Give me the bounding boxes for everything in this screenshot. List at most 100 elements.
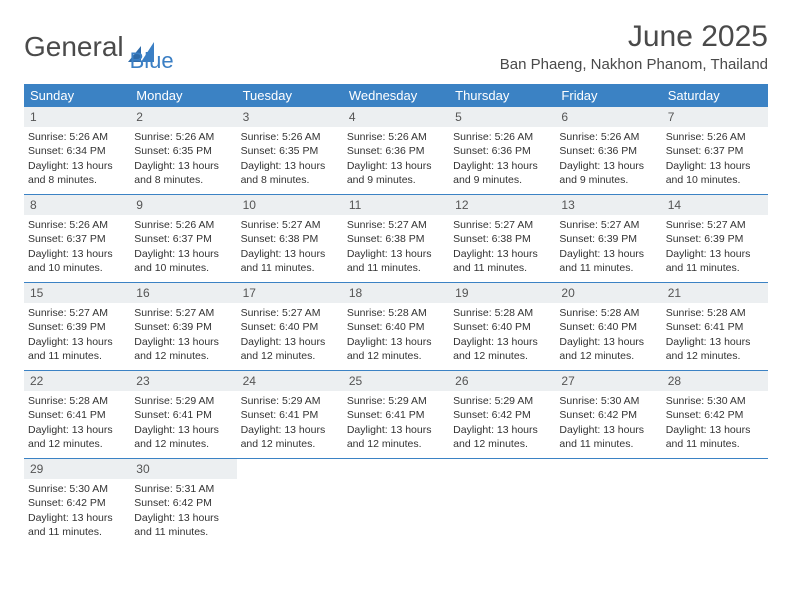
day-cell: 17Sunrise: 5:27 AMSunset: 6:40 PMDayligh…	[237, 283, 343, 370]
sunrise-text: Sunrise: 5:30 AM	[28, 482, 126, 496]
sunrise-text: Sunrise: 5:29 AM	[241, 394, 339, 408]
sunrise-text: Sunrise: 5:26 AM	[241, 130, 339, 144]
day-cell: 24Sunrise: 5:29 AMSunset: 6:41 PMDayligh…	[237, 371, 343, 458]
day-cell: .	[662, 459, 768, 547]
daylight-text: Daylight: 13 hours and 12 minutes.	[559, 335, 657, 363]
day-body: Sunrise: 5:31 AMSunset: 6:42 PMDaylight:…	[130, 479, 236, 545]
day-number: 1	[24, 107, 130, 127]
day-number: 20	[555, 283, 661, 303]
day-cell: 30Sunrise: 5:31 AMSunset: 6:42 PMDayligh…	[130, 459, 236, 547]
sunset-text: Sunset: 6:35 PM	[134, 144, 232, 158]
day-body: Sunrise: 5:26 AMSunset: 6:35 PMDaylight:…	[130, 127, 236, 193]
day-number: 17	[237, 283, 343, 303]
sunset-text: Sunset: 6:35 PM	[241, 144, 339, 158]
day-cell: .	[343, 459, 449, 547]
day-body: Sunrise: 5:27 AMSunset: 6:38 PMDaylight:…	[449, 215, 555, 281]
day-cell: 4Sunrise: 5:26 AMSunset: 6:36 PMDaylight…	[343, 107, 449, 194]
day-number: 28	[662, 371, 768, 391]
sunrise-text: Sunrise: 5:28 AM	[559, 306, 657, 320]
sunset-text: Sunset: 6:39 PM	[134, 320, 232, 334]
day-number: 29	[24, 459, 130, 479]
day-number: 26	[449, 371, 555, 391]
day-cell: 6Sunrise: 5:26 AMSunset: 6:36 PMDaylight…	[555, 107, 661, 194]
week-row: 22Sunrise: 5:28 AMSunset: 6:41 PMDayligh…	[24, 371, 768, 459]
logo-text-1: General	[24, 31, 124, 63]
sunrise-text: Sunrise: 5:27 AM	[241, 218, 339, 232]
logo-text-2: Blue	[130, 48, 174, 74]
sunrise-text: Sunrise: 5:28 AM	[347, 306, 445, 320]
daylight-text: Daylight: 13 hours and 12 minutes.	[134, 335, 232, 363]
day-number: 16	[130, 283, 236, 303]
daylight-text: Daylight: 13 hours and 11 minutes.	[28, 335, 126, 363]
weekday-fri: Friday	[555, 84, 661, 107]
day-number: 22	[24, 371, 130, 391]
daylight-text: Daylight: 13 hours and 11 minutes.	[134, 511, 232, 539]
sunset-text: Sunset: 6:42 PM	[559, 408, 657, 422]
day-number: 27	[555, 371, 661, 391]
day-cell: 11Sunrise: 5:27 AMSunset: 6:38 PMDayligh…	[343, 195, 449, 282]
day-cell: 15Sunrise: 5:27 AMSunset: 6:39 PMDayligh…	[24, 283, 130, 370]
weekday-sun: Sunday	[24, 84, 130, 107]
sunset-text: Sunset: 6:38 PM	[453, 232, 551, 246]
location: Ban Phaeng, Nakhon Phanom, Thailand	[500, 56, 768, 73]
day-cell: .	[237, 459, 343, 547]
day-cell: 18Sunrise: 5:28 AMSunset: 6:40 PMDayligh…	[343, 283, 449, 370]
day-cell: 5Sunrise: 5:26 AMSunset: 6:36 PMDaylight…	[449, 107, 555, 194]
daylight-text: Daylight: 13 hours and 12 minutes.	[453, 423, 551, 451]
sunset-text: Sunset: 6:42 PM	[666, 408, 764, 422]
sunrise-text: Sunrise: 5:27 AM	[28, 306, 126, 320]
sunrise-text: Sunrise: 5:27 AM	[347, 218, 445, 232]
sunset-text: Sunset: 6:37 PM	[28, 232, 126, 246]
sunset-text: Sunset: 6:39 PM	[666, 232, 764, 246]
sunrise-text: Sunrise: 5:29 AM	[134, 394, 232, 408]
day-cell: 14Sunrise: 5:27 AMSunset: 6:39 PMDayligh…	[662, 195, 768, 282]
sunset-text: Sunset: 6:34 PM	[28, 144, 126, 158]
day-number: 10	[237, 195, 343, 215]
week-row: 1Sunrise: 5:26 AMSunset: 6:34 PMDaylight…	[24, 107, 768, 195]
day-number: 30	[130, 459, 236, 479]
day-cell: 13Sunrise: 5:27 AMSunset: 6:39 PMDayligh…	[555, 195, 661, 282]
sunset-text: Sunset: 6:41 PM	[28, 408, 126, 422]
page-header: General Blue June 2025 Ban Phaeng, Nakho…	[24, 20, 768, 74]
day-cell: .	[555, 459, 661, 547]
day-number: 8	[24, 195, 130, 215]
sunrise-text: Sunrise: 5:26 AM	[559, 130, 657, 144]
day-number: 12	[449, 195, 555, 215]
sunset-text: Sunset: 6:38 PM	[347, 232, 445, 246]
sunset-text: Sunset: 6:36 PM	[453, 144, 551, 158]
day-body: Sunrise: 5:28 AMSunset: 6:41 PMDaylight:…	[24, 391, 130, 457]
day-cell: 22Sunrise: 5:28 AMSunset: 6:41 PMDayligh…	[24, 371, 130, 458]
day-cell: 28Sunrise: 5:30 AMSunset: 6:42 PMDayligh…	[662, 371, 768, 458]
day-cell: 2Sunrise: 5:26 AMSunset: 6:35 PMDaylight…	[130, 107, 236, 194]
day-cell: 26Sunrise: 5:29 AMSunset: 6:42 PMDayligh…	[449, 371, 555, 458]
sunset-text: Sunset: 6:42 PM	[453, 408, 551, 422]
day-number: 21	[662, 283, 768, 303]
sunrise-text: Sunrise: 5:27 AM	[241, 306, 339, 320]
day-body: Sunrise: 5:27 AMSunset: 6:39 PMDaylight:…	[662, 215, 768, 281]
daylight-text: Daylight: 13 hours and 11 minutes.	[347, 247, 445, 275]
daylight-text: Daylight: 13 hours and 11 minutes.	[559, 247, 657, 275]
day-body: Sunrise: 5:29 AMSunset: 6:41 PMDaylight:…	[343, 391, 449, 457]
weekday-thu: Thursday	[449, 84, 555, 107]
day-cell: 16Sunrise: 5:27 AMSunset: 6:39 PMDayligh…	[130, 283, 236, 370]
day-body: Sunrise: 5:27 AMSunset: 6:39 PMDaylight:…	[24, 303, 130, 369]
sunset-text: Sunset: 6:36 PM	[559, 144, 657, 158]
sunset-text: Sunset: 6:41 PM	[666, 320, 764, 334]
day-number: 13	[555, 195, 661, 215]
sunset-text: Sunset: 6:42 PM	[28, 496, 126, 510]
day-body: Sunrise: 5:29 AMSunset: 6:42 PMDaylight:…	[449, 391, 555, 457]
day-cell: 8Sunrise: 5:26 AMSunset: 6:37 PMDaylight…	[24, 195, 130, 282]
calendar: Sunday Monday Tuesday Wednesday Thursday…	[24, 84, 768, 547]
day-number: 25	[343, 371, 449, 391]
daylight-text: Daylight: 13 hours and 12 minutes.	[347, 335, 445, 363]
sunset-text: Sunset: 6:40 PM	[347, 320, 445, 334]
daylight-text: Daylight: 13 hours and 12 minutes.	[241, 423, 339, 451]
day-number: 3	[237, 107, 343, 127]
sunrise-text: Sunrise: 5:27 AM	[453, 218, 551, 232]
weekday-tue: Tuesday	[237, 84, 343, 107]
sunrise-text: Sunrise: 5:26 AM	[347, 130, 445, 144]
daylight-text: Daylight: 13 hours and 11 minutes.	[666, 247, 764, 275]
sunset-text: Sunset: 6:38 PM	[241, 232, 339, 246]
daylight-text: Daylight: 13 hours and 12 minutes.	[666, 335, 764, 363]
day-number: 14	[662, 195, 768, 215]
